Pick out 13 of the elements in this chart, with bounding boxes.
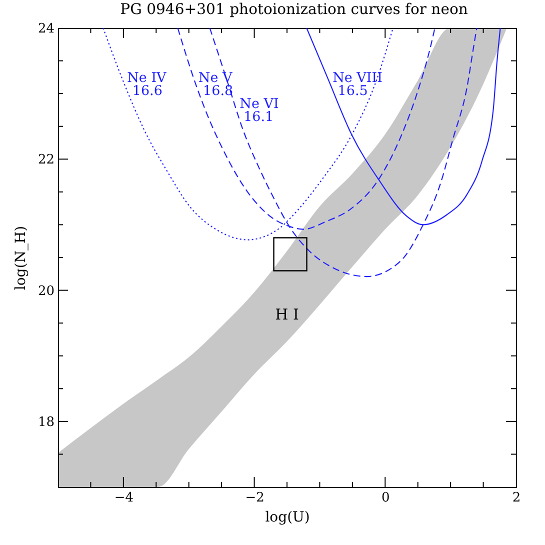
x-axis-title: log(U) — [265, 510, 310, 526]
x-tick-label: 0 — [382, 490, 390, 506]
chart-title: PG 0946+301 photoionization curves for neon — [120, 1, 468, 18]
annotation: 16.8 — [203, 82, 234, 99]
legend-label: H I — [275, 305, 299, 324]
x-tick-label: −2 — [245, 490, 264, 506]
x-tick-label: −4 — [114, 490, 134, 506]
y-tick-label: 24 — [38, 22, 54, 36]
x-tick-label: 2 — [512, 490, 521, 506]
y-tick-label: 22 — [38, 152, 54, 168]
y-axis-title: log(N_H) — [12, 226, 29, 290]
y-tick-label: 18 — [38, 414, 54, 430]
y-tick-label: 20 — [38, 284, 54, 299]
